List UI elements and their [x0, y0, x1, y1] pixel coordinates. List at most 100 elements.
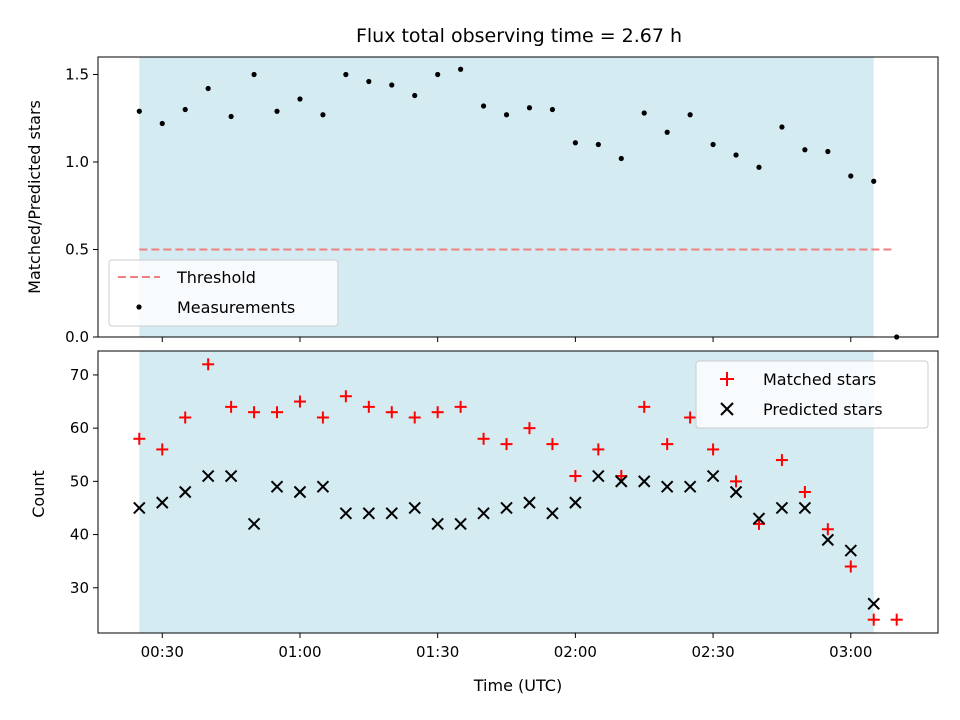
- x-tick-label: 00:30: [141, 643, 184, 661]
- predicted-stars-point: [431, 517, 444, 531]
- bottom-y-tick-label: 40: [70, 526, 89, 544]
- measurement-point: [802, 147, 808, 153]
- predicted-stars-point: [638, 475, 651, 488]
- measurement-point: [687, 112, 693, 118]
- matched-stars-point: [890, 613, 903, 626]
- top-legend-measurements-swatch: [136, 304, 142, 310]
- bottom-panel-ylabel: Count: [29, 470, 48, 518]
- measurement-point: [251, 71, 257, 78]
- top-y-tick-label: 0.0: [65, 328, 89, 346]
- predicted-stars-point: [385, 507, 398, 520]
- bottom-y-tick-label: 70: [70, 366, 89, 384]
- matched-stars-point: [867, 613, 880, 626]
- predicted-stars-point: [179, 485, 192, 499]
- measurement-point: [320, 112, 326, 118]
- matched-stars-point: [546, 438, 559, 451]
- predicted-stars-point: [156, 496, 169, 509]
- matched-stars-point: [569, 470, 582, 483]
- predicted-stars-point: [523, 496, 536, 509]
- matched-stars-point: [271, 406, 284, 419]
- measurement-point: [159, 120, 165, 127]
- matched-stars-point: [661, 438, 674, 451]
- top-panel: 0.0 0.5 1.0 1.5 Matched/Predicted stars Thr…: [25, 56, 939, 346]
- matched-stars-point: [293, 395, 306, 408]
- predicted-stars-point: [821, 533, 835, 547]
- matched-stars-point: [477, 432, 490, 445]
- top-y-tick-label: 1.0: [65, 153, 89, 171]
- matched-stars-point: [179, 411, 192, 424]
- predicted-stars-point: [546, 507, 559, 520]
- measurement-point: [618, 155, 624, 162]
- matched-stars-point: [248, 406, 261, 419]
- top-y-tick-label: 0.5: [65, 241, 89, 259]
- top-legend: Threshold Measurements: [108, 259, 339, 327]
- predicted-stars-point: [729, 485, 743, 499]
- x-tick-label: 03:00: [829, 643, 872, 661]
- measurement-point: [733, 152, 739, 158]
- matched-stars-point: [707, 443, 720, 456]
- matched-stars-point: [821, 523, 834, 536]
- predicted-stars-point: [798, 501, 812, 515]
- measurement-point: [205, 85, 211, 92]
- matched-stars-point: [844, 560, 857, 573]
- matched-stars-point: [798, 486, 811, 498]
- bottom-legend-matched-swatch: [720, 372, 734, 386]
- predicted-stars-point: [270, 480, 284, 493]
- matched-stars-point: [730, 475, 743, 488]
- matched-stars-point: [684, 411, 697, 424]
- chart-title: Flux total observing time = 2.67 h: [356, 25, 682, 47]
- matched-stars-point: [133, 432, 146, 445]
- predicted-stars-point: [477, 507, 490, 520]
- measurement-point: [779, 124, 785, 130]
- predicted-stars-point: [454, 517, 467, 531]
- measurement-point: [756, 164, 762, 170]
- predicted-stars-point: [752, 512, 766, 525]
- predicted-stars-point: [867, 597, 880, 610]
- x-tick-label: 02:00: [554, 643, 597, 661]
- predicted-stars-point: [133, 501, 146, 515]
- measurement-point: [228, 113, 234, 120]
- measurement-point: [848, 173, 854, 179]
- measurement-point: [435, 71, 441, 78]
- matched-stars-point: [638, 400, 651, 413]
- x-axis-label: Time (UTC): [473, 676, 562, 695]
- top-legend-box: [108, 259, 339, 327]
- predicted-stars-point: [500, 501, 513, 515]
- matched-stars-point: [431, 406, 444, 419]
- matched-stars-point: [775, 454, 788, 467]
- predicted-stars-point: [201, 469, 215, 483]
- measurement-point: [871, 178, 877, 184]
- x-tick-label: 01:00: [278, 643, 321, 661]
- measurement-point: [297, 96, 303, 102]
- predicted-stars-point: [775, 501, 789, 515]
- bottom-panel: 30 40 50 60 70 00:30 01:00 01:30 02:00 02:30 03:0…: [29, 350, 939, 661]
- predicted-stars-point: [569, 496, 582, 509]
- predicted-stars-point: [224, 469, 238, 483]
- matched-stars-point: [362, 400, 375, 413]
- measurement-point: [389, 82, 395, 88]
- bottom-legend: Matched stars Predicted stars: [695, 360, 929, 429]
- measurement-point: [458, 66, 464, 72]
- bottom-legend-matched-label: Matched stars: [763, 370, 876, 389]
- predicted-stars-point: [339, 507, 353, 520]
- top-panel-frame: [97, 56, 939, 338]
- predicted-stars-point: [247, 517, 261, 531]
- bottom-y-tick-label: 50: [70, 472, 89, 490]
- bottom-legend-predicted-swatch: [720, 402, 734, 416]
- top-panel-ylabel: Matched/Predicted stars: [25, 100, 44, 294]
- measurement-point: [136, 108, 142, 114]
- predicted-stars-point: [683, 480, 697, 493]
- matched-stars-point: [454, 400, 467, 413]
- measurement-point: [366, 78, 372, 85]
- measurement-point: [182, 106, 188, 113]
- predicted-stars-point: [660, 480, 674, 493]
- predicted-stars-point: [844, 544, 857, 557]
- matched-stars-point: [385, 406, 398, 419]
- predicted-stars-point: [408, 501, 421, 515]
- measurement-point: [274, 108, 280, 114]
- measurement-point: [595, 141, 601, 148]
- bottom-y-tick-label: 60: [70, 419, 89, 437]
- top-legend-measurements-label: Measurements: [177, 298, 295, 317]
- measurement-point: [343, 71, 349, 78]
- matched-stars-point: [156, 443, 169, 456]
